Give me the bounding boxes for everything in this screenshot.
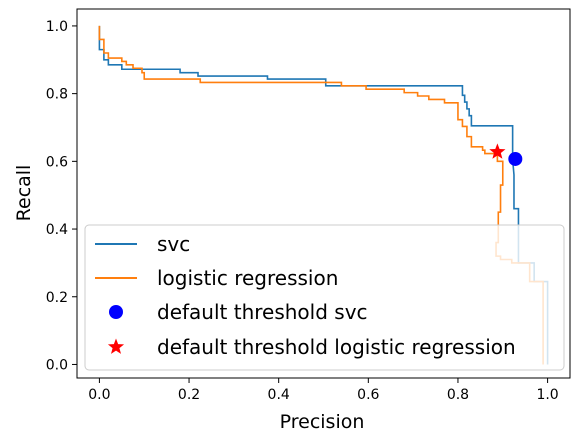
x-tick-label: 0.2 — [178, 387, 200, 403]
legend-entries: svc logistic regression default threshold … — [95, 232, 516, 359]
y-tick-label: 0.4 — [46, 222, 68, 238]
y-tick-label: 1.0 — [46, 19, 68, 35]
x-tick-label: 0.8 — [447, 387, 469, 403]
marker-default-threshold-svc — [508, 151, 523, 166]
x-tick-label: 1.0 — [536, 387, 558, 403]
x-tick-label: 0.6 — [357, 387, 379, 403]
y-tick-label: 0.6 — [46, 154, 68, 170]
y-axis-label: Recall — [13, 165, 35, 222]
x-axis-label: Precision — [280, 411, 365, 433]
legend-label-default-threshold-svc: default threshold svc — [157, 300, 368, 324]
y-tick-label: 0.0 — [46, 357, 68, 373]
plot-frame — [76, 8, 571, 379]
x-tick-label: 0.0 — [88, 387, 110, 403]
x-axis-ticks: 0.0 0.2 0.4 0.6 0.8 1.0 — [88, 378, 559, 403]
legend-box — [84, 224, 565, 371]
legend-swatch-default-threshold-logistic-regression — [107, 338, 125, 354]
marker-default-threshold-logistic-regression — [489, 143, 506, 159]
series-line-svc — [98, 25, 549, 365]
legend-label-logistic-regression: logistic regression — [157, 266, 338, 290]
y-tick-label: 0.8 — [46, 87, 68, 103]
y-tick-label: 0.2 — [46, 290, 68, 306]
legend-label-default-threshold-logistic-regression: default threshold logistic regression — [157, 335, 516, 359]
y-axis-ticks: 0.0 0.2 0.4 0.6 0.8 1.0 — [46, 19, 77, 373]
legend-label-svc: svc — [157, 232, 190, 256]
legend: svc logistic regression default threshold … — [84, 224, 565, 371]
x-tick-label: 0.4 — [268, 387, 290, 403]
legend-swatch-default-threshold-svc — [109, 305, 123, 319]
